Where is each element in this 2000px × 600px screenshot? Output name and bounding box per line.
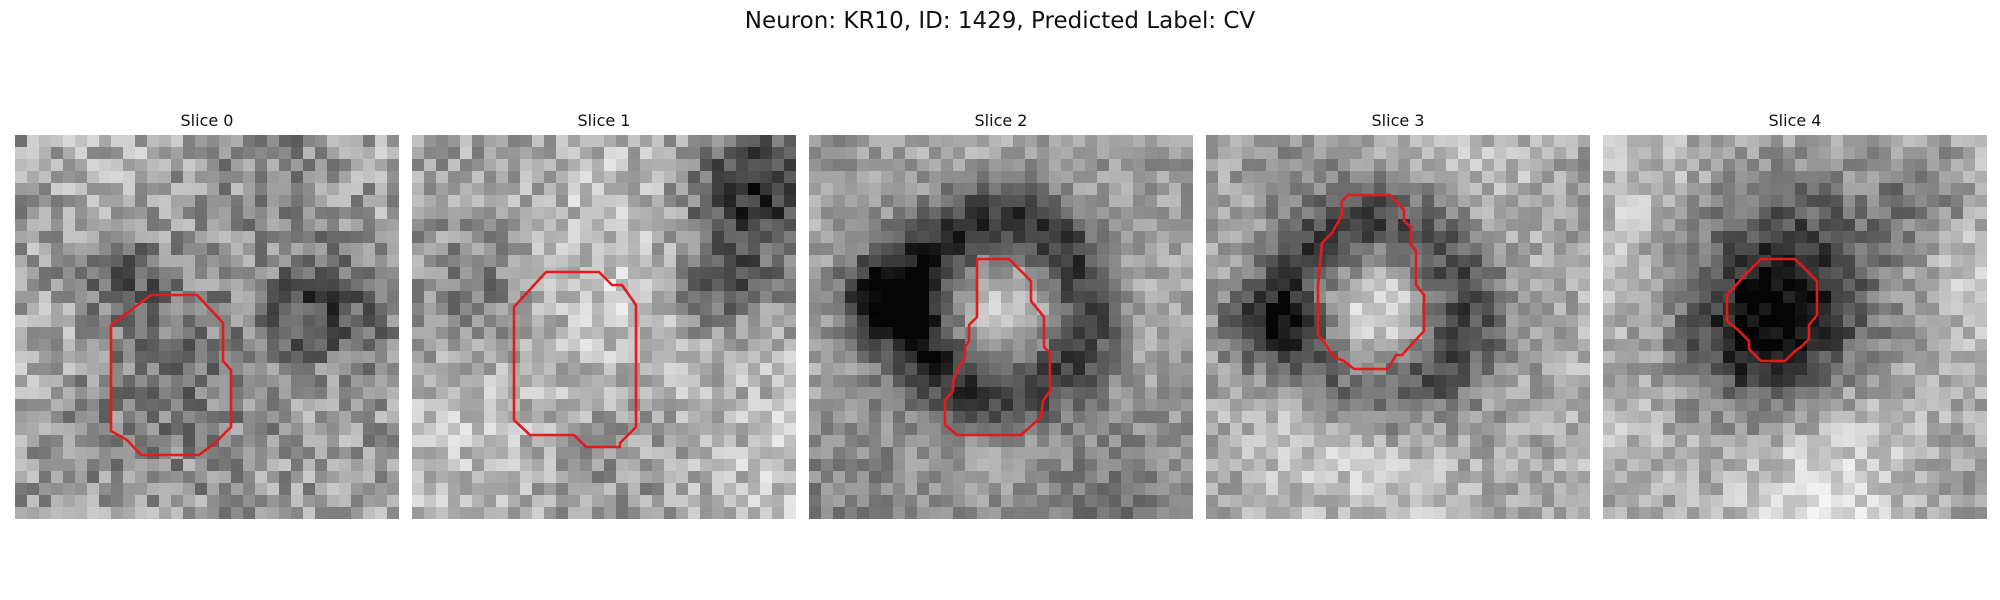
slice-title: Slice 2 xyxy=(974,111,1028,130)
roi-contour xyxy=(943,257,1052,437)
slice-image xyxy=(412,135,796,519)
roi-contour xyxy=(109,293,233,457)
pixel-grid xyxy=(809,135,1193,519)
slice-panel-2: Slice 2 xyxy=(809,107,1193,519)
slice-title: Slice 3 xyxy=(1371,111,1425,130)
slice-image xyxy=(15,135,399,519)
pixel-grid xyxy=(412,135,796,519)
slice-panel-1: Slice 1 xyxy=(412,107,796,519)
slice-title: Slice 4 xyxy=(1768,111,1822,130)
slice-panel-3: Slice 3 xyxy=(1206,107,1590,519)
slice-image xyxy=(1206,135,1590,519)
roi-contour xyxy=(1725,257,1819,363)
roi-contour xyxy=(1316,193,1426,371)
figure-title: Neuron: KR10, ID: 1429, Predicted Label:… xyxy=(744,8,1256,34)
slice-title: Slice 0 xyxy=(180,111,234,130)
pixel-grid xyxy=(1206,135,1590,519)
slice-panel-0: Slice 0 xyxy=(15,107,399,519)
slice-title: Slice 1 xyxy=(577,111,631,130)
slice-panel-4: Slice 4 xyxy=(1603,107,1987,519)
pixel-grid xyxy=(15,135,399,519)
slice-image xyxy=(809,135,1193,519)
roi-contour xyxy=(512,270,638,449)
slice-image xyxy=(1603,135,1987,519)
pixel-grid xyxy=(1603,135,1987,519)
